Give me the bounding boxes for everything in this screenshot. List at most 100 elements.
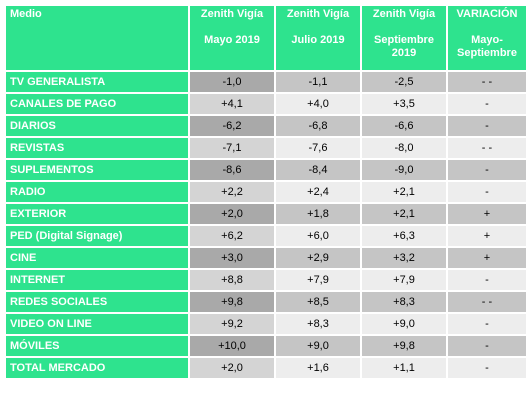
table-row: PED (Digital Signage) +6,2 +6,0 +6,3 + (6, 226, 526, 246)
cell-variacion: - (448, 358, 526, 378)
row-medio: CANALES DE PAGO (6, 94, 188, 114)
header-mayo: Zenith Vigía Mayo 2019 (190, 6, 274, 70)
cell-mayo: +2,2 (190, 182, 274, 202)
row-medio: DIARIOS (6, 116, 188, 136)
table-row: TV GENERALISTA -1,0 -1,1 -2,5 - - (6, 72, 526, 92)
cell-variacion: - (448, 182, 526, 202)
cell-julio: +2,4 (276, 182, 360, 202)
cell-julio: -7,6 (276, 138, 360, 158)
cell-variacion: - (448, 336, 526, 356)
row-medio: REDES SOCIALES (6, 292, 188, 312)
cell-mayo: +10,0 (190, 336, 274, 356)
cell-septiembre: -8,0 (362, 138, 446, 158)
cell-julio: -8,4 (276, 160, 360, 180)
header-julio: Zenith Vigía Julio 2019 (276, 6, 360, 70)
table-row: VIDEO ON LINE +9,2 +8,3 +9,0 - (6, 314, 526, 334)
cell-septiembre: +9,0 (362, 314, 446, 334)
cell-variacion: - - (448, 292, 526, 312)
header-septiembre-source: Zenith Vigía (372, 8, 436, 20)
cell-septiembre: -6,6 (362, 116, 446, 136)
cell-julio: +1,8 (276, 204, 360, 224)
cell-variacion: - (448, 94, 526, 114)
cell-septiembre: +3,5 (362, 94, 446, 114)
cell-septiembre: +2,1 (362, 204, 446, 224)
cell-julio: +8,5 (276, 292, 360, 312)
cell-julio: +7,9 (276, 270, 360, 290)
table-row: REVISTAS -7,1 -7,6 -8,0 - - (6, 138, 526, 158)
cell-variacion: - - (448, 72, 526, 92)
table-row: REDES SOCIALES +9,8 +8,5 +8,3 - - (6, 292, 526, 312)
cell-variacion: + (448, 226, 526, 246)
row-medio: INTERNET (6, 270, 188, 290)
table-row: DIARIOS -6,2 -6,8 -6,6 - (6, 116, 526, 136)
row-medio: MÓVILES (6, 336, 188, 356)
cell-mayo: +2,0 (190, 204, 274, 224)
row-medio: EXTERIOR (6, 204, 188, 224)
cell-julio: +8,3 (276, 314, 360, 334)
table-row: TOTAL MERCADO +2,0 +1,6 +1,1 - (6, 358, 526, 378)
header-septiembre-period: Septiembre 2019 (374, 34, 434, 59)
media-variation-table: Medio Zenith Vigía Mayo 2019 Zenith Vigí… (4, 4, 528, 380)
cell-julio: +4,0 (276, 94, 360, 114)
header-mayo-source: Zenith Vigía (200, 8, 264, 20)
header-julio-period: Julio 2019 (291, 34, 345, 46)
cell-septiembre: +3,2 (362, 248, 446, 268)
header-variacion: VARIACIÓN Mayo-Septiembre (448, 6, 526, 70)
cell-septiembre: -9,0 (362, 160, 446, 180)
cell-julio: +1,6 (276, 358, 360, 378)
table-row: CINE +3,0 +2,9 +3,2 + (6, 248, 526, 268)
cell-julio: +9,0 (276, 336, 360, 356)
table-row: INTERNET +8,8 +7,9 +7,9 - (6, 270, 526, 290)
header-variacion-period: Mayo-Septiembre (457, 34, 517, 59)
cell-septiembre: +9,8 (362, 336, 446, 356)
row-medio: REVISTAS (6, 138, 188, 158)
cell-septiembre: +7,9 (362, 270, 446, 290)
cell-septiembre: +6,3 (362, 226, 446, 246)
cell-septiembre: -2,5 (362, 72, 446, 92)
header-row: Medio Zenith Vigía Mayo 2019 Zenith Vigí… (6, 6, 526, 70)
cell-mayo: +9,2 (190, 314, 274, 334)
cell-mayo: -1,0 (190, 72, 274, 92)
cell-mayo: +9,8 (190, 292, 274, 312)
table-header: Medio Zenith Vigía Mayo 2019 Zenith Vigí… (6, 6, 526, 70)
header-variacion-title: VARIACIÓN (456, 8, 518, 20)
cell-variacion: - (448, 314, 526, 334)
table-body: TV GENERALISTA -1,0 -1,1 -2,5 - - CANALE… (6, 72, 526, 378)
cell-mayo: -6,2 (190, 116, 274, 136)
row-medio: VIDEO ON LINE (6, 314, 188, 334)
row-medio: CINE (6, 248, 188, 268)
row-medio: SUPLEMENTOS (6, 160, 188, 180)
cell-variacion: + (448, 248, 526, 268)
cell-septiembre: +1,1 (362, 358, 446, 378)
row-medio: TOTAL MERCADO (6, 358, 188, 378)
table-row: RADIO +2,2 +2,4 +2,1 - (6, 182, 526, 202)
table-row: CANALES DE PAGO +4,1 +4,0 +3,5 - (6, 94, 526, 114)
table-row: EXTERIOR +2,0 +1,8 +2,1 + (6, 204, 526, 224)
cell-variacion: - - (448, 138, 526, 158)
cell-mayo: +3,0 (190, 248, 274, 268)
cell-mayo: +6,2 (190, 226, 274, 246)
cell-julio: +6,0 (276, 226, 360, 246)
cell-variacion: - (448, 116, 526, 136)
header-medio-label: Medio (10, 8, 42, 20)
cell-mayo: -8,6 (190, 160, 274, 180)
cell-variacion: + (448, 204, 526, 224)
cell-septiembre: +8,3 (362, 292, 446, 312)
cell-variacion: - (448, 270, 526, 290)
cell-septiembre: +2,1 (362, 182, 446, 202)
cell-variacion: - (448, 160, 526, 180)
cell-mayo: +2,0 (190, 358, 274, 378)
header-septiembre: Zenith Vigía Septiembre 2019 (362, 6, 446, 70)
row-medio: RADIO (6, 182, 188, 202)
table-row: MÓVILES +10,0 +9,0 +9,8 - (6, 336, 526, 356)
header-mayo-period: Mayo 2019 (204, 34, 260, 46)
header-medio: Medio (6, 6, 188, 70)
cell-julio: +2,9 (276, 248, 360, 268)
table-row: SUPLEMENTOS -8,6 -8,4 -9,0 - (6, 160, 526, 180)
cell-mayo: -7,1 (190, 138, 274, 158)
cell-mayo: +8,8 (190, 270, 274, 290)
cell-julio: -6,8 (276, 116, 360, 136)
row-medio: PED (Digital Signage) (6, 226, 188, 246)
row-medio: TV GENERALISTA (6, 72, 188, 92)
